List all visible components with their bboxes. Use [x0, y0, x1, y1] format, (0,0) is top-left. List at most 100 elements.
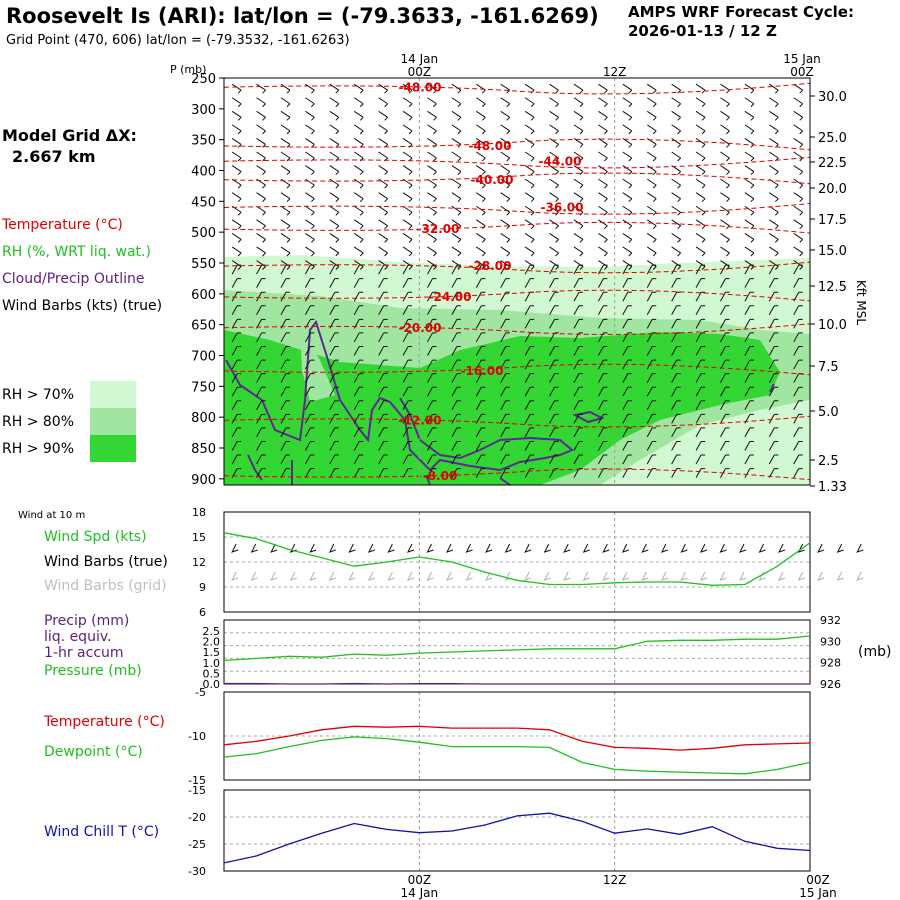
wind-barb — [769, 165, 779, 175]
wind-barb — [280, 205, 291, 216]
wind-barb-true — [680, 543, 688, 553]
wind-barb — [353, 83, 364, 94]
wind-barb — [304, 400, 315, 411]
wind-barb-true — [328, 543, 336, 553]
wind-barb-grid — [406, 571, 415, 581]
wind-barb — [720, 454, 730, 465]
wind-barb — [793, 264, 803, 275]
legend-pressure: Pressure (mb) — [44, 663, 142, 679]
wind-barb — [427, 305, 437, 316]
wind-barb — [622, 97, 633, 108]
wind-barb — [427, 454, 437, 465]
wind-barb — [695, 165, 706, 175]
wind-barb — [329, 305, 339, 316]
wind-barb — [476, 151, 486, 162]
wind-barb — [451, 413, 461, 424]
legend-temperature-sfc: Temperature (°C) — [44, 714, 165, 730]
wind-barb — [744, 246, 755, 257]
wind-barb — [280, 124, 291, 135]
wind-barb — [720, 386, 730, 397]
wind-barb — [500, 151, 511, 162]
rh-legend-label: RH > 70% — [2, 386, 75, 403]
wind-barb — [549, 232, 559, 243]
wind-barb — [451, 97, 462, 108]
wind-barb — [744, 151, 755, 162]
wind-barb — [500, 165, 511, 175]
wind-barb — [500, 454, 510, 465]
wind-tick-label: 6 — [199, 606, 206, 619]
wind-barb — [622, 246, 633, 257]
isotherm-label: -24.00 — [429, 290, 472, 304]
wind-barb — [280, 332, 290, 343]
wind-barb — [500, 178, 511, 189]
wind-barb-true — [758, 543, 766, 553]
wind-barb — [304, 427, 315, 438]
wind-barb — [256, 83, 266, 94]
precip-tick-label: 2.0 — [203, 636, 221, 649]
wind-barb — [695, 232, 706, 243]
wind-barb — [353, 386, 364, 397]
wind-barb — [573, 165, 584, 175]
wind-barb-grid — [387, 571, 395, 581]
wind-barb — [427, 264, 437, 275]
wind-barb — [793, 318, 803, 329]
wind-barb — [573, 468, 583, 478]
wind-barb — [598, 138, 608, 148]
wind-barb — [549, 454, 559, 465]
wind-barb — [427, 291, 437, 302]
wind-barb — [573, 219, 584, 230]
wind-barb — [524, 468, 535, 478]
wind-barb — [427, 97, 437, 108]
wind-barb — [524, 264, 535, 275]
wind-barb — [695, 110, 706, 121]
temperature-line — [223, 725, 811, 751]
wind-barb — [231, 332, 242, 343]
temperature-tick-label: -5 — [195, 686, 206, 699]
wind-barb — [500, 468, 510, 478]
pressure-tick-label: 926 — [820, 678, 841, 691]
isotherm-line — [223, 415, 811, 428]
wind-barb — [256, 205, 266, 216]
wind-barb — [671, 178, 681, 189]
wind-barb — [427, 332, 437, 343]
wind-barb — [744, 346, 754, 356]
wind-barb — [402, 332, 413, 343]
wind-barb — [500, 427, 510, 438]
wind-barb-grid — [641, 571, 649, 581]
temperature-tick-label: -10 — [188, 730, 206, 743]
wind-barb — [744, 264, 754, 275]
wind-barb — [622, 386, 632, 397]
wind-barb — [573, 124, 584, 135]
wind-barb — [646, 246, 657, 257]
wind-barb — [524, 165, 535, 175]
wind-barb — [646, 454, 657, 465]
wind-barb — [646, 346, 657, 356]
wind-barb — [549, 386, 559, 397]
wind-barb — [744, 400, 754, 411]
wind-barb — [451, 427, 461, 438]
isotherm-label: -36.00 — [541, 201, 584, 215]
pressure-tick-label: 400 — [191, 165, 216, 180]
wind-barb — [353, 232, 364, 243]
isotherm-line — [223, 289, 811, 302]
wind-barb — [476, 192, 486, 203]
wind-barb — [427, 124, 437, 135]
wind-barb-grid — [446, 571, 454, 581]
wind-barb — [597, 413, 608, 424]
wind-barb — [549, 332, 559, 343]
wind-barb-true — [602, 543, 610, 553]
wind-barb — [768, 386, 779, 397]
wind-barb — [475, 359, 486, 370]
wind-barb-grid — [719, 571, 727, 581]
wind-barb — [720, 264, 730, 275]
wind-barb — [622, 440, 632, 451]
model-grid-value: 2.667 km — [12, 147, 96, 166]
wind-chill-line — [223, 812, 811, 864]
wind-barb — [353, 205, 364, 216]
wind-barb — [524, 413, 535, 424]
wind-barb — [768, 291, 779, 302]
wind-barb — [744, 359, 754, 370]
wind-barb — [744, 291, 754, 302]
wind-barb — [305, 138, 315, 148]
wind-barb — [597, 346, 608, 356]
